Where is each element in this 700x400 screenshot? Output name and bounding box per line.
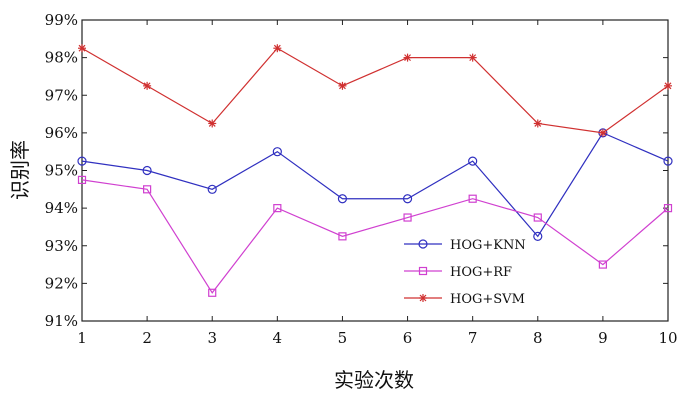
x-axis-ticks: 1 2 3 4 5 6 7 8 9 10 [77,20,678,347]
y-axis-ticks: 91% 92% 93% 94% 95% 96% 97% 98% 99% [45,11,668,330]
data-point [468,156,478,166]
data-point [208,288,217,297]
data-point [77,156,87,166]
x-tick-label: 7 [468,329,478,347]
data-point [77,175,87,185]
x-tick-label: 8 [533,329,543,347]
x-tick-label: 6 [403,329,413,347]
data-point [142,165,152,176]
y-tick-label: 94% [45,199,78,217]
legend-item: HOG+RF [404,265,512,280]
data-point [273,204,282,213]
series-hog-rf [77,175,673,297]
data-point [272,147,282,157]
x-tick-label: 5 [338,329,348,347]
y-tick-label: 96% [45,124,78,142]
x-tick-label: 3 [207,329,217,347]
data-point [208,119,217,128]
x-axis-title: 实验次数 [334,368,414,392]
data-point [598,260,607,269]
y-tick-label: 97% [45,86,78,104]
data-point [207,184,217,194]
data-point [598,128,607,137]
series-line [81,132,669,238]
legend: HOG+KNN HOG+RF HOG+SVM [404,238,526,307]
x-tick-label: 1 [77,329,87,347]
data-point [533,231,543,241]
legend-label: HOG+RF [450,265,512,280]
data-point [533,213,542,222]
data-point [337,194,348,204]
data-point [143,81,152,90]
series-line [81,47,669,134]
y-tick-label: 93% [45,237,78,255]
legend-marker [418,266,428,276]
data-point [143,185,152,194]
data-point [403,213,412,222]
x-tick-label: 9 [598,329,608,347]
series-layer [77,44,673,297]
x-tick-label: 2 [142,329,152,347]
series-hog-knn [77,128,673,241]
data-point [273,44,282,53]
legend-label: HOG+SVM [450,292,525,307]
series-hog-svm [78,44,672,137]
y-tick-label: 91% [45,312,78,330]
legend-marker [418,239,428,249]
legend-marker [419,294,427,302]
data-point [403,53,412,62]
legend-item: HOG+SVM [404,292,525,307]
x-tick-label: 4 [273,329,283,347]
y-tick-label: 95% [45,162,78,180]
data-point [338,232,347,241]
data-point [338,81,347,90]
plot-border [81,19,669,322]
data-point [664,81,672,90]
y-tick-label: 98% [45,49,78,67]
data-point [402,194,413,204]
data-point [663,204,673,213]
data-point [468,194,477,203]
series-line [81,179,669,294]
data-point [468,53,477,62]
plot-frame [81,19,669,322]
y-tick-label: 99% [45,11,78,29]
y-axis-title: 识别率 [8,140,32,200]
legend-item: HOG+KNN [404,238,526,253]
data-point [663,156,673,166]
data-point [78,44,86,53]
legend-label: HOG+KNN [450,238,526,253]
y-tick-label: 92% [45,274,78,292]
x-tick-label: 10 [658,329,677,347]
data-point [533,119,542,128]
